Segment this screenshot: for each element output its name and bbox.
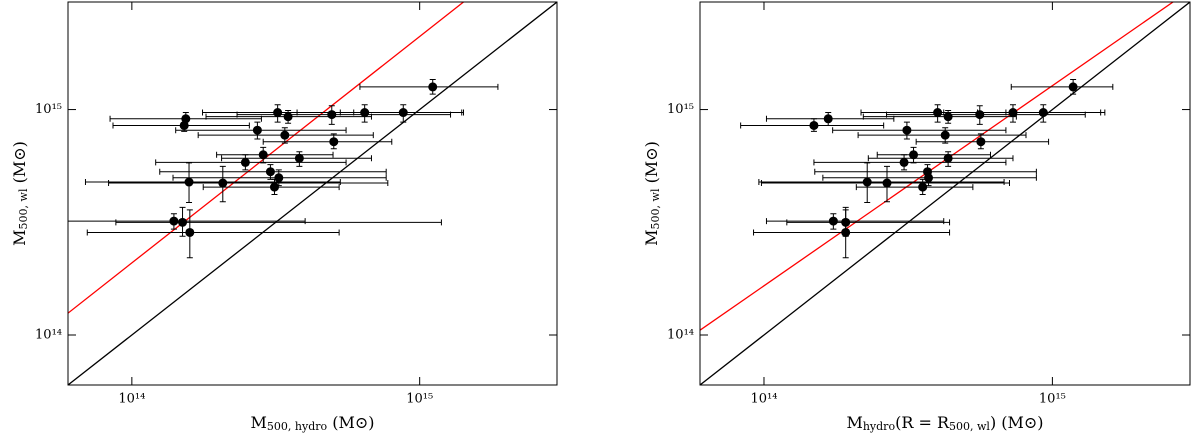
data-point: [273, 108, 283, 118]
y-tick-label: 10¹⁵: [35, 102, 62, 117]
x-error-bar: [155, 159, 347, 166]
data-point: [933, 108, 943, 118]
data-point: [899, 157, 909, 167]
data-point: [274, 173, 284, 183]
x-tick-label: 10¹⁵: [406, 392, 433, 407]
data-point: [943, 112, 953, 122]
data-point: [918, 182, 928, 192]
label-part: 500, wl: [17, 188, 30, 229]
y-tick-label: 10¹⁴: [667, 327, 694, 342]
y-axis-label: M500, wl (M⊙): [642, 141, 663, 246]
data-point: [252, 125, 262, 135]
axes-frame: [67, 1, 558, 386]
x-error-bar: [86, 229, 340, 236]
label-part: (R = R: [895, 413, 950, 432]
plot-area: [68, 2, 557, 385]
data-point: [975, 110, 985, 120]
x-axis-label: M500, hydro (M⊙): [251, 413, 375, 433]
x-error-bar: [108, 180, 389, 187]
data-point: [283, 112, 293, 122]
data-point: [280, 130, 290, 140]
data-point: [909, 150, 919, 160]
y-tick-label: 10¹⁵: [667, 102, 694, 117]
reference-line: [68, 2, 557, 385]
reference-line: [700, 2, 1190, 385]
x-tick-label: 10¹⁵: [1039, 392, 1066, 407]
x-tick-label: 10¹⁴: [118, 392, 145, 407]
data-point: [269, 182, 279, 192]
label-part: M: [846, 413, 862, 432]
label-part: M: [10, 229, 29, 245]
label-part: M: [251, 413, 267, 432]
data-point: [841, 227, 851, 237]
data-point: [1068, 82, 1078, 92]
plot-area: [700, 2, 1190, 385]
data-point: [940, 130, 950, 140]
x-error-bar: [855, 184, 974, 191]
y-tick-label: 10¹⁴: [35, 327, 62, 342]
data-point: [329, 137, 339, 147]
data-point: [823, 114, 833, 124]
reference-line: [700, 2, 1174, 331]
x-error-bar: [84, 179, 341, 186]
data-point: [976, 137, 986, 147]
x-error-bar: [753, 229, 951, 236]
x-error-bar: [115, 219, 442, 226]
data-point: [240, 157, 250, 167]
x-axis-label: Mhydro(R = R500, wl) (M⊙): [846, 413, 1043, 433]
label-part: ) (M⊙): [990, 413, 1044, 432]
label-part: 500, wl: [949, 420, 990, 433]
x-error-bar: [1010, 83, 1114, 90]
data-point: [828, 216, 838, 226]
label-part: M: [642, 229, 661, 245]
x-error-bar: [758, 179, 1005, 186]
x-error-bar: [786, 219, 951, 226]
data-point: [1038, 108, 1048, 118]
data-point: [218, 178, 228, 188]
label-part: (M⊙): [10, 141, 29, 188]
data-point: [179, 120, 189, 130]
data-point: [862, 177, 872, 187]
data-point: [902, 125, 912, 135]
x-error-bar: [813, 159, 1007, 166]
data-point: [258, 150, 268, 160]
data-point: [398, 108, 408, 118]
data-point: [327, 110, 337, 120]
data-point: [294, 153, 304, 163]
data-point: [178, 217, 188, 227]
data-point: [882, 178, 892, 188]
y-axis-label: M500, wl (M⊙): [10, 141, 31, 246]
label-part: 500, wl: [649, 188, 662, 229]
data-point: [428, 82, 438, 92]
label-part: (M⊙): [327, 413, 374, 432]
label-part: hydro: [863, 420, 896, 433]
axes-frame: [699, 1, 1191, 386]
data-point: [265, 167, 275, 177]
data-point: [184, 177, 194, 187]
x-error-bar: [765, 218, 945, 225]
x-error-bar: [832, 127, 1007, 134]
data-point: [169, 216, 179, 226]
label-part: 500, hydro: [267, 420, 328, 433]
data-point: [924, 173, 934, 183]
x-error-bar: [867, 155, 1014, 162]
x-tick-label: 10¹⁴: [750, 392, 777, 407]
x-error-bar: [876, 151, 991, 158]
x-error-bar: [262, 138, 393, 145]
data-point: [943, 153, 953, 163]
label-part: (M⊙): [642, 141, 661, 188]
data-point: [809, 120, 819, 130]
x-error-bar: [216, 151, 334, 158]
data-point: [185, 227, 195, 237]
